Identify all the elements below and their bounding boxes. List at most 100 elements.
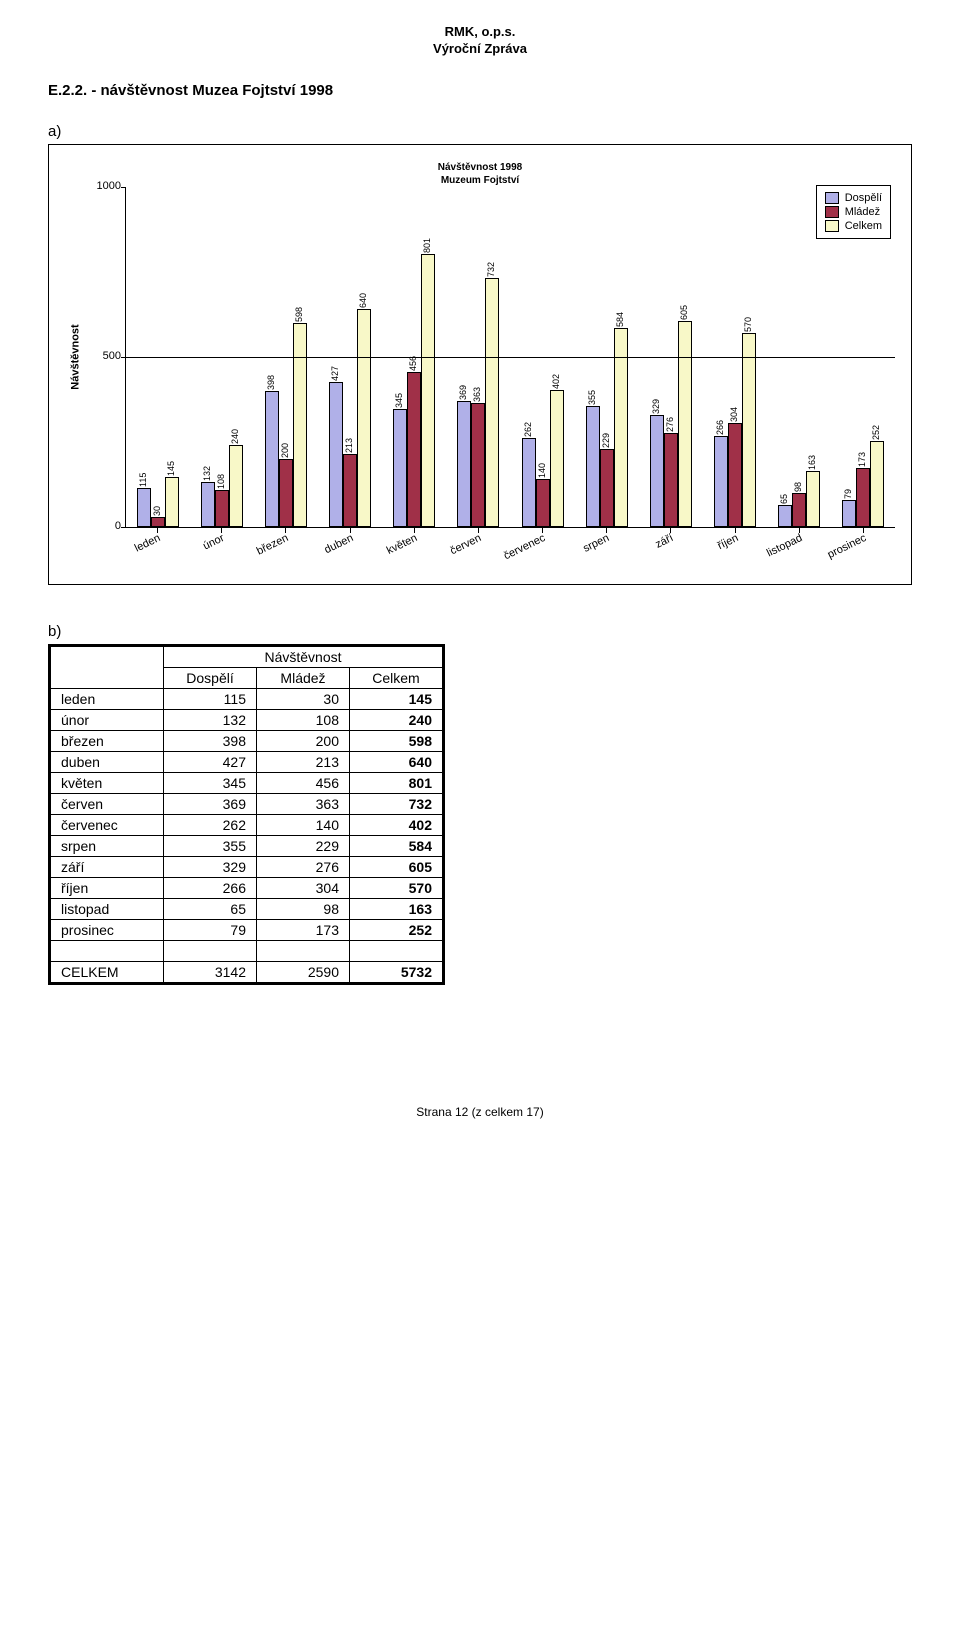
bar: 598 bbox=[293, 323, 307, 526]
table-row-label: říjen bbox=[50, 877, 164, 898]
data-table: NávštěvnostDospělíMládežCelkemleden11530… bbox=[48, 644, 445, 985]
x-category: listopad bbox=[767, 528, 831, 576]
table-row: duben427213640 bbox=[50, 751, 444, 772]
bar: 584 bbox=[614, 328, 628, 527]
bar: 79 bbox=[842, 500, 856, 527]
page-footer: Strana 12 (z celkem 17) bbox=[48, 1105, 912, 1119]
bar: 145 bbox=[165, 477, 179, 526]
bar: 140 bbox=[536, 479, 550, 527]
bar: 304 bbox=[728, 423, 742, 526]
table-cell: 173 bbox=[257, 919, 350, 940]
bar: 115 bbox=[137, 488, 151, 527]
table-cell: 276 bbox=[257, 856, 350, 877]
bar: 640 bbox=[357, 309, 371, 527]
bar-value-label: 801 bbox=[422, 238, 432, 253]
x-category: říjen bbox=[703, 528, 767, 576]
x-category: červenec bbox=[510, 528, 574, 576]
plot-area: 1153014513210824039820059842721364034545… bbox=[125, 187, 895, 528]
table-row-label: květen bbox=[50, 772, 164, 793]
chart-title: Návštěvnost 1998 Muzeum Fojtství bbox=[65, 161, 895, 187]
bar: 456 bbox=[407, 372, 421, 527]
bar: 240 bbox=[229, 445, 243, 527]
bar-value-label: 329 bbox=[651, 399, 661, 414]
table-row: prosinec79173252 bbox=[50, 919, 444, 940]
bar: 266 bbox=[714, 436, 728, 526]
org-report: Výroční Zpráva bbox=[48, 41, 912, 58]
table-row: listopad6598163 bbox=[50, 898, 444, 919]
bar: 132 bbox=[201, 482, 215, 527]
table-cell: 98 bbox=[257, 898, 350, 919]
table-cell: 355 bbox=[164, 835, 257, 856]
table-row: březen398200598 bbox=[50, 730, 444, 751]
x-category: květen bbox=[382, 528, 446, 576]
bar: 30 bbox=[151, 517, 165, 527]
bar: 345 bbox=[393, 409, 407, 526]
table-cell: 801 bbox=[350, 772, 444, 793]
bar: 329 bbox=[650, 415, 664, 527]
x-category: červen bbox=[446, 528, 510, 576]
table-row: září329276605 bbox=[50, 856, 444, 877]
bar-value-label: 240 bbox=[230, 429, 240, 444]
bar-value-label: 266 bbox=[715, 420, 725, 435]
x-axis-labels: ledenúnorbřezendubenkvětenčervenčervenec… bbox=[125, 528, 895, 576]
table-row-label: leden bbox=[50, 688, 164, 709]
section-title: E.2.2. - návštěvnost Muzea Fojtství 1998 bbox=[48, 82, 912, 99]
bar-value-label: 398 bbox=[266, 375, 276, 390]
bar-value-label: 252 bbox=[871, 425, 881, 440]
table-cell: 345 bbox=[164, 772, 257, 793]
table-row: říjen266304570 bbox=[50, 877, 444, 898]
table-cell: 132 bbox=[164, 709, 257, 730]
bar-value-label: 65 bbox=[779, 494, 789, 504]
table-cell: 213 bbox=[257, 751, 350, 772]
bar-value-label: 200 bbox=[280, 443, 290, 458]
table-row-label: listopad bbox=[50, 898, 164, 919]
table-cell: 402 bbox=[350, 814, 444, 835]
table-row: leden11530145 bbox=[50, 688, 444, 709]
bar-value-label: 30 bbox=[152, 506, 162, 516]
table-cell: 584 bbox=[350, 835, 444, 856]
bar-value-label: 79 bbox=[843, 489, 853, 499]
bar-value-label: 355 bbox=[587, 390, 597, 405]
org-name: RMK, o.p.s. bbox=[48, 24, 912, 41]
chart-title-line1: Návštěvnost 1998 bbox=[65, 161, 895, 174]
bar: 163 bbox=[806, 471, 820, 526]
bar: 570 bbox=[742, 333, 756, 527]
y-axis-label: Návštěvnost bbox=[65, 187, 87, 528]
table-cell: 262 bbox=[164, 814, 257, 835]
y-ticks: 10005000 bbox=[87, 187, 125, 527]
table-section: b) NávštěvnostDospělíMládežCelkemleden11… bbox=[48, 623, 912, 985]
sub-label-b: b) bbox=[48, 623, 912, 640]
bar-value-label: 229 bbox=[601, 433, 611, 448]
table-cell: 732 bbox=[350, 793, 444, 814]
bar-value-label: 163 bbox=[807, 455, 817, 470]
bar-value-label: 132 bbox=[202, 466, 212, 481]
table-cell: 398 bbox=[164, 730, 257, 751]
bar: 732 bbox=[485, 278, 499, 527]
bar: 355 bbox=[586, 406, 600, 527]
table-column-header: Celkem bbox=[350, 667, 444, 688]
x-category: leden bbox=[125, 528, 189, 576]
table-cell: 3142 bbox=[164, 961, 257, 983]
table-cell: 304 bbox=[257, 877, 350, 898]
bar-value-label: 456 bbox=[408, 356, 418, 371]
bar-value-label: 304 bbox=[729, 407, 739, 422]
bar: 262 bbox=[522, 438, 536, 527]
bar: 605 bbox=[678, 321, 692, 527]
bar: 363 bbox=[471, 403, 485, 526]
bar: 369 bbox=[457, 401, 471, 526]
chart-title-line2: Muzeum Fojtství bbox=[65, 174, 895, 187]
table-row-label: únor bbox=[50, 709, 164, 730]
table-cell: 140 bbox=[257, 814, 350, 835]
bar-value-label: 140 bbox=[537, 463, 547, 478]
bar-value-label: 213 bbox=[344, 438, 354, 453]
table-cell: 79 bbox=[164, 919, 257, 940]
table-cell: 65 bbox=[164, 898, 257, 919]
bar: 98 bbox=[792, 493, 806, 526]
table-cell: 363 bbox=[257, 793, 350, 814]
table-cell: 115 bbox=[164, 688, 257, 709]
x-category: březen bbox=[253, 528, 317, 576]
bar: 402 bbox=[550, 390, 564, 527]
table-cell: 605 bbox=[350, 856, 444, 877]
table-cell: 5732 bbox=[350, 961, 444, 983]
bar-value-label: 640 bbox=[358, 293, 368, 308]
